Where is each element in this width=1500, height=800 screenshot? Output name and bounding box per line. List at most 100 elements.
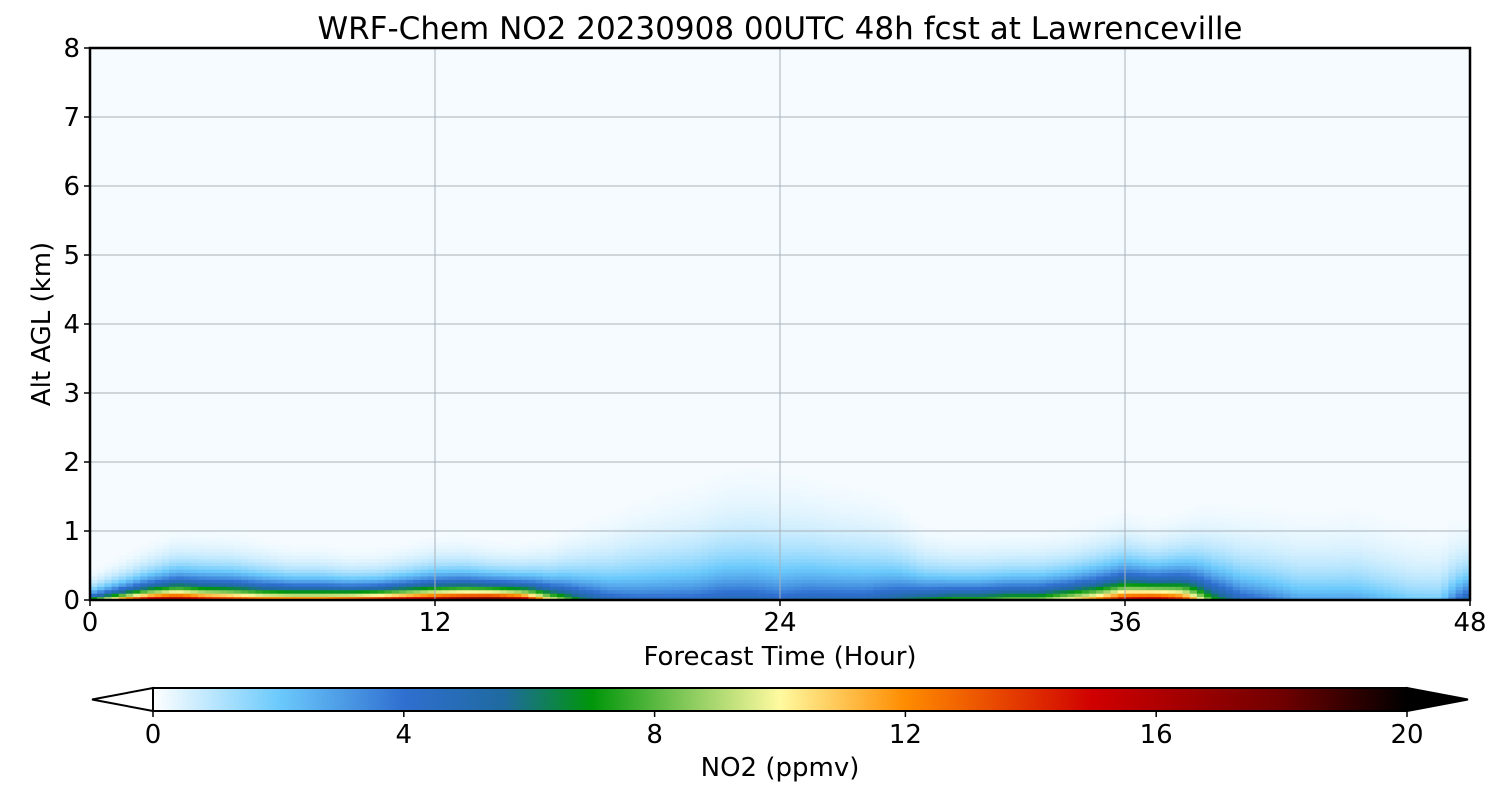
no2-cell	[1405, 593, 1414, 598]
no2-cell	[449, 534, 458, 539]
no2-cell	[1462, 541, 1470, 546]
no2-cell	[844, 517, 853, 522]
no2-cell	[161, 548, 170, 553]
no2-cell	[406, 579, 415, 584]
no2-cell	[1383, 544, 1392, 549]
no2-cell	[1448, 575, 1457, 580]
no2-cell	[514, 572, 522, 577]
no2-cell	[823, 503, 831, 508]
no2-cell	[1254, 586, 1263, 591]
no2-cell	[930, 544, 939, 549]
no2-cell	[1182, 548, 1191, 553]
no2-cell	[665, 589, 673, 594]
no2-cell	[715, 582, 724, 587]
no2-cell	[1189, 517, 1198, 522]
no2-cell	[808, 572, 817, 577]
no2-cell	[815, 568, 824, 573]
no2-cell	[435, 589, 443, 594]
no2-cell	[772, 475, 781, 480]
no2-cell	[320, 551, 328, 556]
no2-cell	[643, 541, 652, 546]
no2-cell	[1448, 548, 1457, 553]
no2-cell	[470, 589, 479, 594]
no2-cell	[334, 558, 343, 563]
no2-cell	[334, 548, 343, 553]
no2-cell	[621, 520, 630, 525]
no2-cell	[240, 541, 249, 546]
no2-cell	[736, 524, 745, 529]
no2-cell	[1211, 555, 1220, 560]
no2-cell	[341, 572, 350, 577]
no2-cell	[399, 572, 407, 577]
no2-cell	[1153, 524, 1162, 529]
no2-cell	[140, 562, 149, 567]
no2-cell	[751, 548, 760, 553]
no2-cell	[873, 579, 882, 584]
no2-cell	[614, 586, 623, 591]
no2-cell	[1110, 568, 1119, 573]
no2-cell	[269, 596, 278, 600]
no2-cell	[744, 517, 752, 522]
no2-cell	[1283, 517, 1291, 522]
no2-cell	[614, 513, 623, 518]
no2-cell	[844, 506, 853, 511]
no2-cell	[823, 489, 831, 494]
no2-cell	[1319, 596, 1327, 600]
no2-cell	[643, 555, 652, 560]
no2-cell	[700, 562, 709, 567]
no2-cell	[348, 568, 357, 573]
no2-cell	[909, 589, 918, 594]
no2-cell	[1204, 506, 1212, 511]
no2-cell	[880, 534, 889, 539]
no2-cell	[830, 524, 839, 529]
no2-cell	[197, 582, 206, 587]
no2-cell	[930, 575, 939, 580]
no2-cell	[700, 524, 709, 529]
no2-cell	[578, 548, 587, 553]
no2-cell	[1002, 579, 1011, 584]
no2-cell	[1103, 593, 1112, 598]
no2-cell	[276, 551, 285, 556]
no2-cell	[1196, 551, 1205, 556]
no2-cell	[657, 513, 666, 518]
no2-cell	[808, 482, 817, 487]
no2-cell	[708, 479, 716, 484]
no2-cell	[823, 593, 831, 598]
no2-cell	[722, 513, 731, 518]
no2-cell	[248, 586, 256, 591]
no2-cell	[974, 593, 982, 598]
no2-cell	[478, 579, 486, 584]
no2-cell	[1412, 572, 1421, 577]
no2-cell	[722, 575, 731, 580]
no2-cell	[197, 593, 206, 598]
no2-cell	[1311, 517, 1320, 522]
no2-cell	[1168, 541, 1176, 546]
no2-cell	[815, 489, 824, 494]
no2-cell	[1326, 582, 1335, 587]
no2-cell	[1060, 565, 1069, 570]
no2-cell	[801, 524, 810, 529]
no2-cell	[665, 565, 673, 570]
no2-cell	[923, 527, 932, 532]
no2-cell	[736, 555, 745, 560]
no2-cell	[672, 513, 680, 518]
y-tick-label: 0	[63, 586, 80, 616]
no2-cell	[1031, 562, 1040, 567]
no2-cell	[593, 534, 601, 539]
no2-cell	[1448, 589, 1457, 594]
no2-cell	[866, 503, 875, 508]
no2-cell	[1434, 544, 1442, 549]
no2-cell	[1426, 586, 1435, 591]
no2-cell	[794, 562, 803, 567]
no2-cell	[765, 541, 774, 546]
no2-cell	[700, 541, 709, 546]
no2-cell	[1362, 579, 1370, 584]
no2-cell	[125, 562, 134, 567]
no2-cell	[1247, 510, 1255, 515]
no2-cell	[1182, 544, 1191, 549]
no2-cell	[226, 589, 235, 594]
no2-cell	[499, 589, 508, 594]
no2-cell	[334, 589, 343, 594]
no2-cell	[233, 582, 242, 587]
no2-cell	[708, 503, 716, 508]
